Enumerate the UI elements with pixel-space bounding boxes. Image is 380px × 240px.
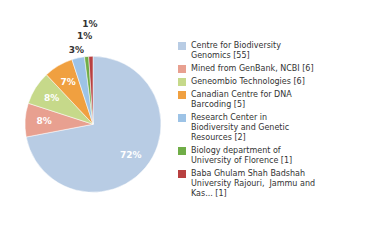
html-text:Centre for Biodiversity Genomi: Centre for Biodiversity Genomics [55] xyxy=(191,41,281,60)
svg-text:7%: 7% xyxy=(60,77,75,87)
html-text:Canadian Centre for DNA Barcod: Canadian Centre for DNA Barcoding [5] xyxy=(191,90,292,109)
html-text:Mined from GenBank, NCBI [6]: Mined from GenBank, NCBI [6] xyxy=(191,64,314,73)
html-text:Research Center in Biodiversit: Research Center in Biodiversity and Gene… xyxy=(191,113,290,142)
html-text:Biology department of Universi: Biology department of University of Flor… xyxy=(191,146,293,165)
html-text:Geneombio Technologies [6]: Geneombio Technologies [6] xyxy=(191,77,305,86)
svg-text:8%: 8% xyxy=(36,116,51,126)
svg-text:8%: 8% xyxy=(44,93,59,103)
html-text:Baba Ghulam Shah Badshah Unive: Baba Ghulam Shah Badshah University Rajo… xyxy=(191,169,315,198)
svg-text:72%: 72% xyxy=(120,150,142,160)
svg-text:1%: 1% xyxy=(82,19,97,29)
svg-text:3%: 3% xyxy=(69,45,84,55)
svg-text:1%: 1% xyxy=(77,31,92,41)
